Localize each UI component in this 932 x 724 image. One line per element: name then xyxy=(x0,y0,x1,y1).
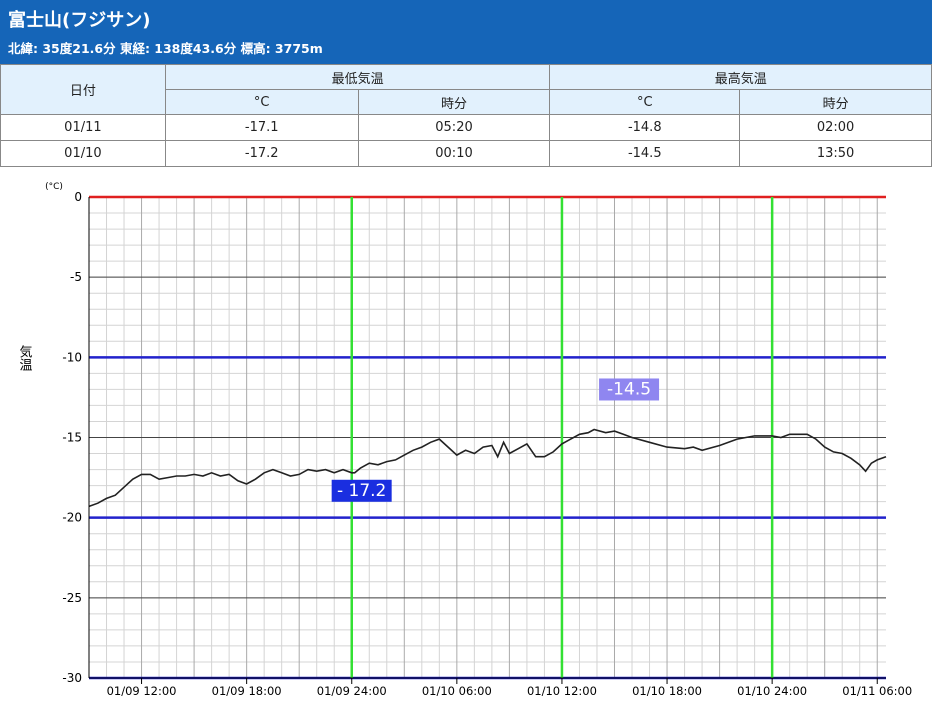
min-temp-unit-header: °C xyxy=(164,89,359,115)
y-tick-label: -5 xyxy=(70,270,82,284)
max-temp-unit-header: °C xyxy=(549,89,741,115)
y-tick-label: -15 xyxy=(62,431,82,445)
row-min-time: 05:20 xyxy=(357,114,551,141)
y-tick-label: -30 xyxy=(62,671,82,685)
max-time-header: 時分 xyxy=(739,89,932,115)
max-temp-group-header: 最高気温 xyxy=(549,64,932,90)
row-max-temp: -14.5 xyxy=(549,140,741,167)
min-time-header: 時分 xyxy=(357,89,551,115)
temperature-series-line xyxy=(88,428,887,508)
annotations: - 17.2 -14.5 xyxy=(331,378,660,502)
x-tick-label: 01/10 12:00 xyxy=(527,684,597,698)
x-tick-label: 01/10 24:00 xyxy=(737,684,807,698)
annotation-label: -14.5 xyxy=(607,379,651,399)
table-row: 01/10 -17.2 00:10 -14.5 13:50 xyxy=(0,140,932,167)
table-row: 01/11 -17.1 05:20 -14.8 02:00 xyxy=(0,114,932,141)
station-header: 富士山(フジサン) 北緯: 35度21.6分 東経: 138度43.6分 標高:… xyxy=(0,0,932,64)
x-tick-label: 01/10 06:00 xyxy=(422,684,492,698)
major-grid xyxy=(89,196,886,679)
row-min-temp: -17.1 xyxy=(164,114,359,141)
x-tick-label: 01/11 06:00 xyxy=(842,684,912,698)
annotation-box xyxy=(599,378,660,401)
temperature-summary-table: 日付 最低気温 最高気温 °C 時分 °C 時分 01/11 -17.1 05:… xyxy=(0,64,932,167)
y-tick-label: -10 xyxy=(62,350,82,364)
x-tick-label: 01/10 18:00 xyxy=(632,684,702,698)
day-markers xyxy=(350,197,774,678)
row-min-temp: -17.2 xyxy=(164,140,359,167)
table-header-row: 日付 最低気温 最高気温 xyxy=(0,64,932,115)
x-tick-label: 01/09 24:00 xyxy=(317,684,387,698)
annotation-label: - 17.2 xyxy=(337,481,386,501)
y-axis-label: 気温 xyxy=(17,344,33,371)
row-max-time: 13:50 xyxy=(739,140,932,167)
series-layer xyxy=(88,428,887,508)
y-tick-label: 0 xyxy=(74,190,82,204)
y-tick-label: -20 xyxy=(62,511,82,525)
x-tick-label: 01/09 12:00 xyxy=(107,684,177,698)
y-axis-unit: (°C) xyxy=(45,182,63,192)
table-subheader-row: °C 時分 °C 時分 xyxy=(1,89,932,115)
min-temp-group-header: 最低気温 xyxy=(164,64,551,90)
station-coordinates: 北緯: 35度21.6分 東経: 138度43.6分 標高: 3775m xyxy=(8,41,323,56)
row-max-time: 02:00 xyxy=(739,114,932,141)
axes: 0 -5 -10 -15 -20 -25 -30 01/09 12:00 01/09 18:00… xyxy=(62,190,912,698)
annotation-box xyxy=(331,479,392,502)
x-tick-label: 01/09 18:00 xyxy=(212,684,282,698)
row-date: 01/11 xyxy=(0,114,166,141)
row-min-time: 00:10 xyxy=(357,140,551,167)
station-title: 富士山(フジサン) xyxy=(8,10,151,31)
row-date: 01/10 xyxy=(0,140,166,167)
y-tick-label: -25 xyxy=(62,591,82,605)
date-column-header: 日付 xyxy=(0,64,166,115)
temperature-chart: - 17.2 -14.5 0 -5 -10 -15 -20 -25 -30 01/09 12:0… xyxy=(17,182,913,698)
row-max-temp: -14.8 xyxy=(549,114,741,141)
